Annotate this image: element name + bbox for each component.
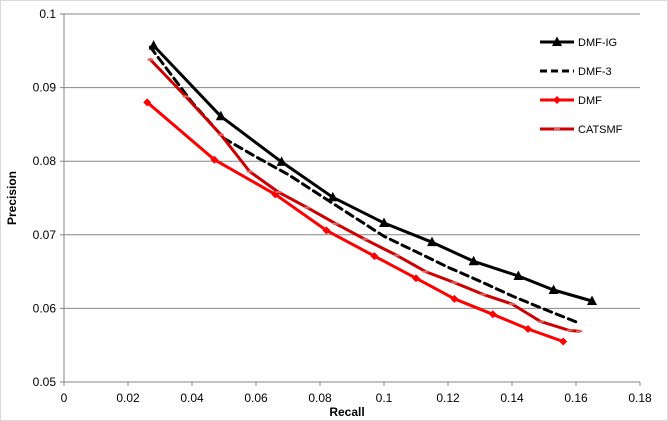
y-tick-label: 0.06 [33, 301, 57, 315]
series-line-dmf [145, 100, 565, 343]
y-tick-label: 0.07 [33, 228, 57, 242]
legend-marker-dmf [553, 96, 561, 104]
data-point-dmf [322, 226, 331, 235]
x-tick-label: 0.06 [244, 391, 268, 405]
series-line-dmf-ig [152, 44, 594, 303]
legend-label-dmf-ig: DMF-IG [578, 37, 617, 49]
data-point-dmf [559, 337, 568, 346]
legend-marker-dmf-ig [552, 36, 562, 46]
legend-label-dmf: DMF [578, 95, 602, 107]
x-axis-title: Recall [329, 405, 364, 419]
x-tick-label: 0.08 [308, 391, 332, 405]
data-point-dmf-ig [276, 156, 287, 166]
data-point-dmf [370, 252, 379, 261]
series-line-dmf-3 [148, 45, 581, 325]
series-dmf-ig [148, 40, 597, 306]
data-point-dmf-ig [427, 236, 437, 247]
x-tick-label: 0.14 [500, 391, 524, 405]
data-point-dmf-ig [548, 284, 559, 294]
y-axis-title: Precision [5, 171, 19, 225]
data-point-dmf-ig [379, 217, 389, 228]
y-tick-label: 0.1 [39, 7, 56, 21]
x-tick-label: 0.12 [436, 391, 460, 405]
legend-label-dmf-3: DMF-3 [578, 66, 612, 78]
y-tick-label: 0.05 [33, 375, 57, 389]
data-point-dmf-ig [513, 270, 524, 281]
series-line-catsmf [148, 58, 581, 333]
legend-label-catsmf: CATSMF [578, 124, 623, 136]
series-dmf-3 [148, 45, 581, 325]
series-group [143, 40, 597, 346]
data-point-dmf [524, 325, 532, 334]
data-point-dmf [488, 310, 497, 319]
data-point-dmf-ig [327, 191, 338, 202]
legend: DMF-IG DMF-3 DMF CATSMF [540, 36, 623, 136]
y-tick-label: 0.09 [33, 81, 57, 95]
legend-item-catsmf: CATSMF [540, 124, 623, 136]
series-catsmf [147, 58, 583, 333]
y-tick-label: 0.08 [33, 154, 57, 168]
data-point-dmf [450, 294, 459, 303]
x-tick-label: 0.16 [564, 391, 588, 405]
data-point-dmf [143, 98, 152, 107]
axes: 0.05 0.06 0.07 0.08 0.09 0.1 0 0.02 0.04 0.06 0.08… [33, 7, 652, 405]
data-point-dmf [412, 274, 420, 283]
legend-item-dmf-ig: DMF-IG [540, 36, 617, 49]
data-point-dmf-ig [215, 110, 226, 121]
legend-item-dmf-3: DMF-3 [540, 66, 612, 78]
x-tick-label: 0.1 [376, 391, 393, 405]
x-tick-label: 0.18 [628, 391, 652, 405]
x-tick-label: 0.04 [180, 391, 204, 405]
data-point-dmf [210, 155, 219, 164]
data-point-dmf-ig [587, 295, 597, 306]
data-point-dmf-ig [468, 255, 479, 266]
series-dmf [143, 98, 568, 346]
legend-item-dmf: DMF [540, 95, 602, 107]
x-tick-label: 0 [61, 391, 68, 405]
x-tick-label: 0.02 [116, 391, 140, 405]
